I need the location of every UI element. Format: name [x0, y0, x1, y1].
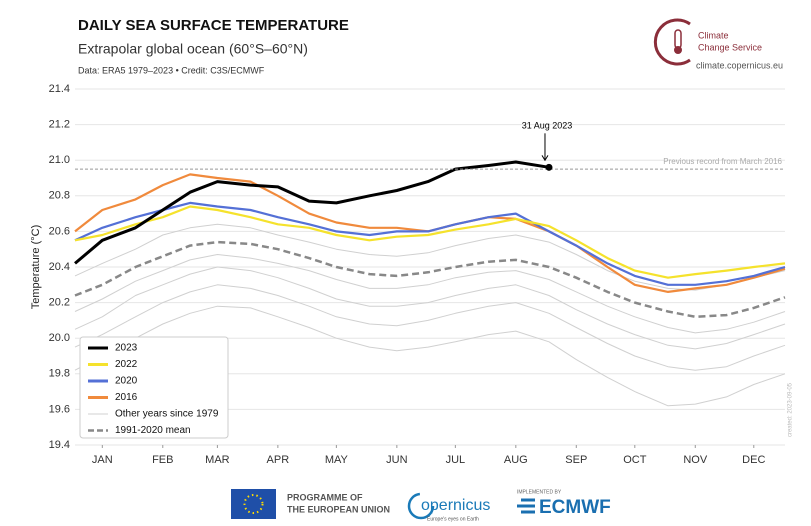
x-tick-label: JUN	[386, 454, 407, 466]
y-tick-label: 21.2	[49, 119, 70, 131]
copernicus-tag: Europe's eyes on Earth	[427, 516, 479, 522]
ecmwf-mark	[517, 498, 535, 514]
title: DAILY SEA SURFACE TEMPERATURE	[78, 17, 349, 34]
y-tick-label: 21.0	[49, 154, 70, 166]
y-tick-label: 19.4	[49, 439, 70, 451]
copernicus-c	[407, 492, 435, 520]
annotation-text: 31 Aug 2023	[522, 121, 573, 131]
logo-thermo	[674, 29, 682, 49]
eu-text: PROGRAMME OF	[287, 492, 363, 502]
x-tick-label: JAN	[92, 454, 113, 466]
legend-label: 2023	[115, 343, 138, 354]
x-tick-label: JUL	[446, 454, 466, 466]
x-tick-label: MAR	[205, 454, 230, 466]
legend-box	[79, 336, 229, 439]
eu-flag	[231, 489, 276, 519]
y-axis-label: Temperature (°C)	[30, 225, 42, 309]
y-tick-label: 20.0	[49, 332, 70, 344]
url: climate.copernicus.eu	[696, 60, 783, 70]
logo-arc	[653, 18, 691, 66]
y-tick-label: 20.4	[49, 261, 70, 273]
credit: Data: ERA5 1979–2023 • Credit: C3S/ECMWF	[78, 65, 265, 75]
eu-stars	[243, 494, 264, 514]
subtitle: Extrapolar global ocean (60°S–60°N)	[78, 41, 308, 57]
x-tick-label: DEC	[742, 454, 765, 466]
legend-label: Other years since 1979	[115, 409, 219, 420]
ecmwf-text: ECMWF	[539, 497, 611, 518]
mean-line	[74, 240, 786, 319]
y-tick-label: 20.2	[49, 297, 70, 309]
series-line	[74, 160, 550, 265]
legend: 2023 2022 2020 2016 Other years since 1979 19…	[79, 336, 229, 439]
plot: 19.4 19.6 19.8 20.0 20.2 20.4 20.6 20.8 21.0 21.2…	[49, 83, 786, 466]
x-tick-label: FEB	[152, 454, 173, 466]
y-tick-label: 19.6	[49, 403, 70, 415]
legend-label: 2022	[115, 359, 138, 370]
logo: Climate Change Service	[653, 18, 762, 66]
x-tick-label: APR	[267, 454, 290, 466]
other-year-line	[74, 254, 786, 334]
other-year-line	[74, 284, 786, 371]
y-tick-label: 21.4	[49, 83, 70, 95]
annotation-arrowhead	[541, 155, 549, 162]
y-tick-label: 20.8	[49, 190, 70, 202]
x-tick-label: OCT	[623, 454, 647, 466]
x-tick-label: AUG	[504, 454, 528, 466]
logo-text: Climate	[698, 30, 729, 40]
eu-text: THE EUROPEAN UNION	[287, 504, 390, 514]
record-label: Previous record from March 2016	[663, 157, 782, 166]
series-line	[74, 205, 786, 279]
series-line	[74, 201, 786, 286]
x-tick-label: NOV	[683, 454, 708, 466]
footer: PROGRAMME OF THE EUROPEAN UNION opernicu…	[231, 489, 611, 522]
legend-label: 2016	[115, 392, 138, 403]
logo-text: Change Service	[698, 42, 762, 52]
y-tick-label: 20.6	[49, 225, 70, 237]
x-tick-label: SEP	[565, 454, 587, 466]
watermark: created: 2023-09-05	[788, 382, 794, 437]
other-year-line	[74, 266, 786, 350]
other-year-line	[74, 305, 786, 407]
legend-label: 2020	[115, 376, 138, 387]
implemented: IMPLEMENTED BY	[517, 489, 562, 495]
y-tick-label: 19.8	[49, 368, 70, 380]
other-year-line	[74, 223, 786, 291]
legend-label: 1991-2020 mean	[115, 425, 191, 436]
logo-bulb	[674, 46, 682, 54]
x-tick-label: MAY	[325, 454, 349, 466]
annotation-point	[545, 163, 553, 171]
copernicus-text: opernicus	[421, 497, 490, 514]
